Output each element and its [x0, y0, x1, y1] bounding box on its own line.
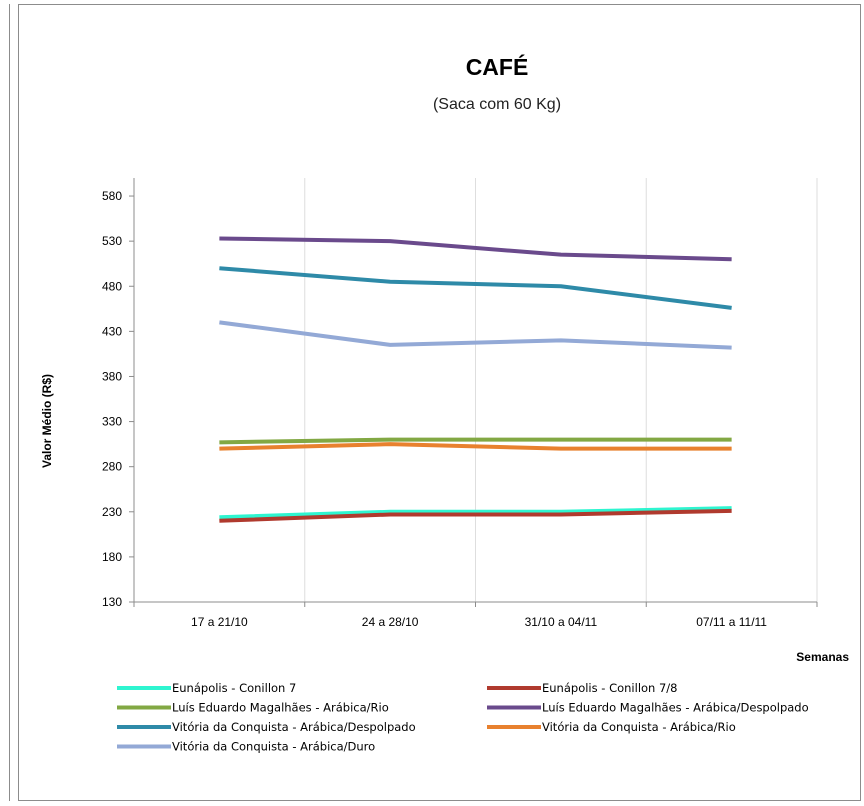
chart-subtitle: (Saca com 60 Kg): [433, 96, 561, 113]
legend-label: Eunápolis - Conillon 7: [172, 681, 296, 695]
y-tick-label: 130: [102, 595, 122, 609]
y-tick-label: 480: [102, 279, 122, 293]
series-line: [219, 508, 732, 523]
series-line: [219, 236, 732, 262]
legend-label: Luís Eduardo Magalhães - Arábica/Despolp…: [542, 701, 809, 715]
legend: Eunápolis - Conillon 7 Eunápolis - Conill…: [117, 681, 809, 754]
legend-label: Eunápolis - Conillon 7/8: [542, 681, 678, 695]
y-tick-label: 380: [102, 369, 122, 383]
series-lines: [219, 236, 732, 523]
x-axis-label: Semanas: [796, 650, 849, 664]
y-tick-labels: 130 180 230 280 330 380 430 480 530 580: [102, 189, 122, 609]
left-rule: [9, 4, 10, 801]
x-tick-label: 31/10 a 04/11: [525, 615, 598, 629]
y-tick-label: 530: [102, 234, 122, 248]
y-tick-label: 180: [102, 550, 122, 564]
x-tick-label: 07/11 a 11/11: [696, 615, 767, 629]
y-axis-label: Valor Médio (R$): [40, 374, 54, 468]
series-line: [219, 266, 732, 310]
axes: [129, 178, 818, 607]
y-tick-label: 580: [102, 189, 122, 203]
legend-label: Vitória da Conquista - Arábica/Duro: [172, 740, 375, 754]
series-line: [219, 442, 732, 451]
y-tick-label: 230: [102, 505, 122, 519]
legend-label: Luís Eduardo Magalhães - Arábica/Rio: [172, 701, 389, 715]
y-tick-label: 430: [102, 324, 122, 338]
series-line: [219, 506, 732, 520]
x-tick-label: 17 a 21/10: [191, 615, 248, 629]
legend-label: Vitória da Conquista - Arábica/Rio: [542, 720, 736, 734]
series-line: [219, 437, 732, 445]
chart-frame: [18, 4, 861, 801]
series-line: [219, 320, 732, 350]
y-tick-label: 280: [102, 460, 122, 474]
y-tick-label: 330: [102, 415, 122, 429]
legend-label: Vitória da Conquista - Arábica/Despolpad…: [172, 720, 416, 734]
x-tick-label: 24 a 28/10: [362, 615, 419, 629]
x-tick-labels: 17 a 21/10 24 a 28/10 31/10 a 04/11 07/11 a…: [191, 615, 767, 629]
chart-title: CAFÉ: [466, 53, 529, 80]
